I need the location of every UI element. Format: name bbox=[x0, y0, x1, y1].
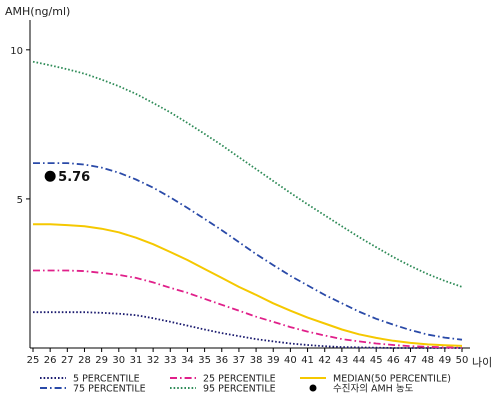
x-tick-label: 32 bbox=[147, 355, 160, 366]
patient-amh-value-label: 5.76 bbox=[58, 170, 90, 185]
x-tick-label: 40 bbox=[284, 355, 297, 366]
x-tick-label: 49 bbox=[438, 355, 451, 366]
series-line-1 bbox=[33, 269, 463, 349]
x-tick-label: 48 bbox=[421, 355, 434, 366]
legend-label: 수진자의 AMH 농도 bbox=[333, 384, 414, 395]
series-group bbox=[32, 60, 463, 349]
legend-label: 5 PERCENTILE bbox=[73, 374, 140, 385]
x-tick-label: 33 bbox=[164, 355, 177, 366]
x-tick-label: 42 bbox=[318, 355, 331, 366]
x-tick-label: 43 bbox=[336, 355, 349, 366]
x-tick-label: 50 bbox=[456, 355, 469, 366]
x-tick-label: 44 bbox=[353, 355, 366, 366]
x-tick-label: 30 bbox=[112, 355, 125, 366]
x-axis-title: 나이 bbox=[472, 356, 492, 369]
y-tick-label: 5 bbox=[17, 195, 23, 206]
x-tick-label: 41 bbox=[301, 355, 314, 366]
legend-label: 75 PERCENTILE bbox=[73, 384, 146, 395]
x-tick-label: 28 bbox=[78, 355, 91, 366]
x-tick-label: 35 bbox=[198, 355, 211, 366]
legend: 5 PERCENTILE 25 PERCENTILE MEDIAN(50 PERCE… bbox=[40, 374, 451, 395]
y-tick-group: 5 10 bbox=[10, 46, 30, 206]
x-tick-label: 25 bbox=[27, 355, 40, 366]
x-tick-label: 31 bbox=[130, 355, 143, 366]
series-line-0 bbox=[33, 311, 462, 349]
y-tick-label: 10 bbox=[10, 46, 23, 57]
legend-label: 25 PERCENTILE bbox=[203, 374, 276, 385]
legend-label: 95 PERCENTILE bbox=[203, 384, 276, 395]
y-axis-title: AMH(ng/ml) bbox=[5, 5, 70, 18]
x-tick-label: 29 bbox=[95, 355, 108, 366]
x-tick-label: 26 bbox=[44, 355, 57, 366]
x-tick-group: 25 26 27 28 29 30 31 32 33 34 35 36 37 38 39 40 41 42 43 44… bbox=[27, 348, 469, 366]
x-tick-label: 34 bbox=[181, 355, 194, 366]
x-tick-label: 37 bbox=[233, 355, 246, 366]
x-tick-label: 47 bbox=[404, 355, 417, 366]
legend-label: MEDIAN(50 PERCENTILE) bbox=[333, 374, 451, 385]
x-tick-label: 38 bbox=[250, 355, 263, 366]
x-tick-label: 46 bbox=[387, 355, 400, 366]
series-line-4 bbox=[32, 60, 463, 288]
legend-marker-swatch bbox=[309, 384, 317, 392]
x-tick-label: 39 bbox=[267, 355, 280, 366]
x-tick-label: 27 bbox=[61, 355, 74, 366]
x-tick-label: 36 bbox=[215, 355, 228, 366]
series-line-2 bbox=[33, 223, 463, 347]
patient-amh-point bbox=[44, 170, 56, 182]
x-tick-label: 45 bbox=[370, 355, 383, 366]
marker-group: 5.76 bbox=[44, 170, 90, 185]
series-line-3 bbox=[33, 162, 463, 341]
